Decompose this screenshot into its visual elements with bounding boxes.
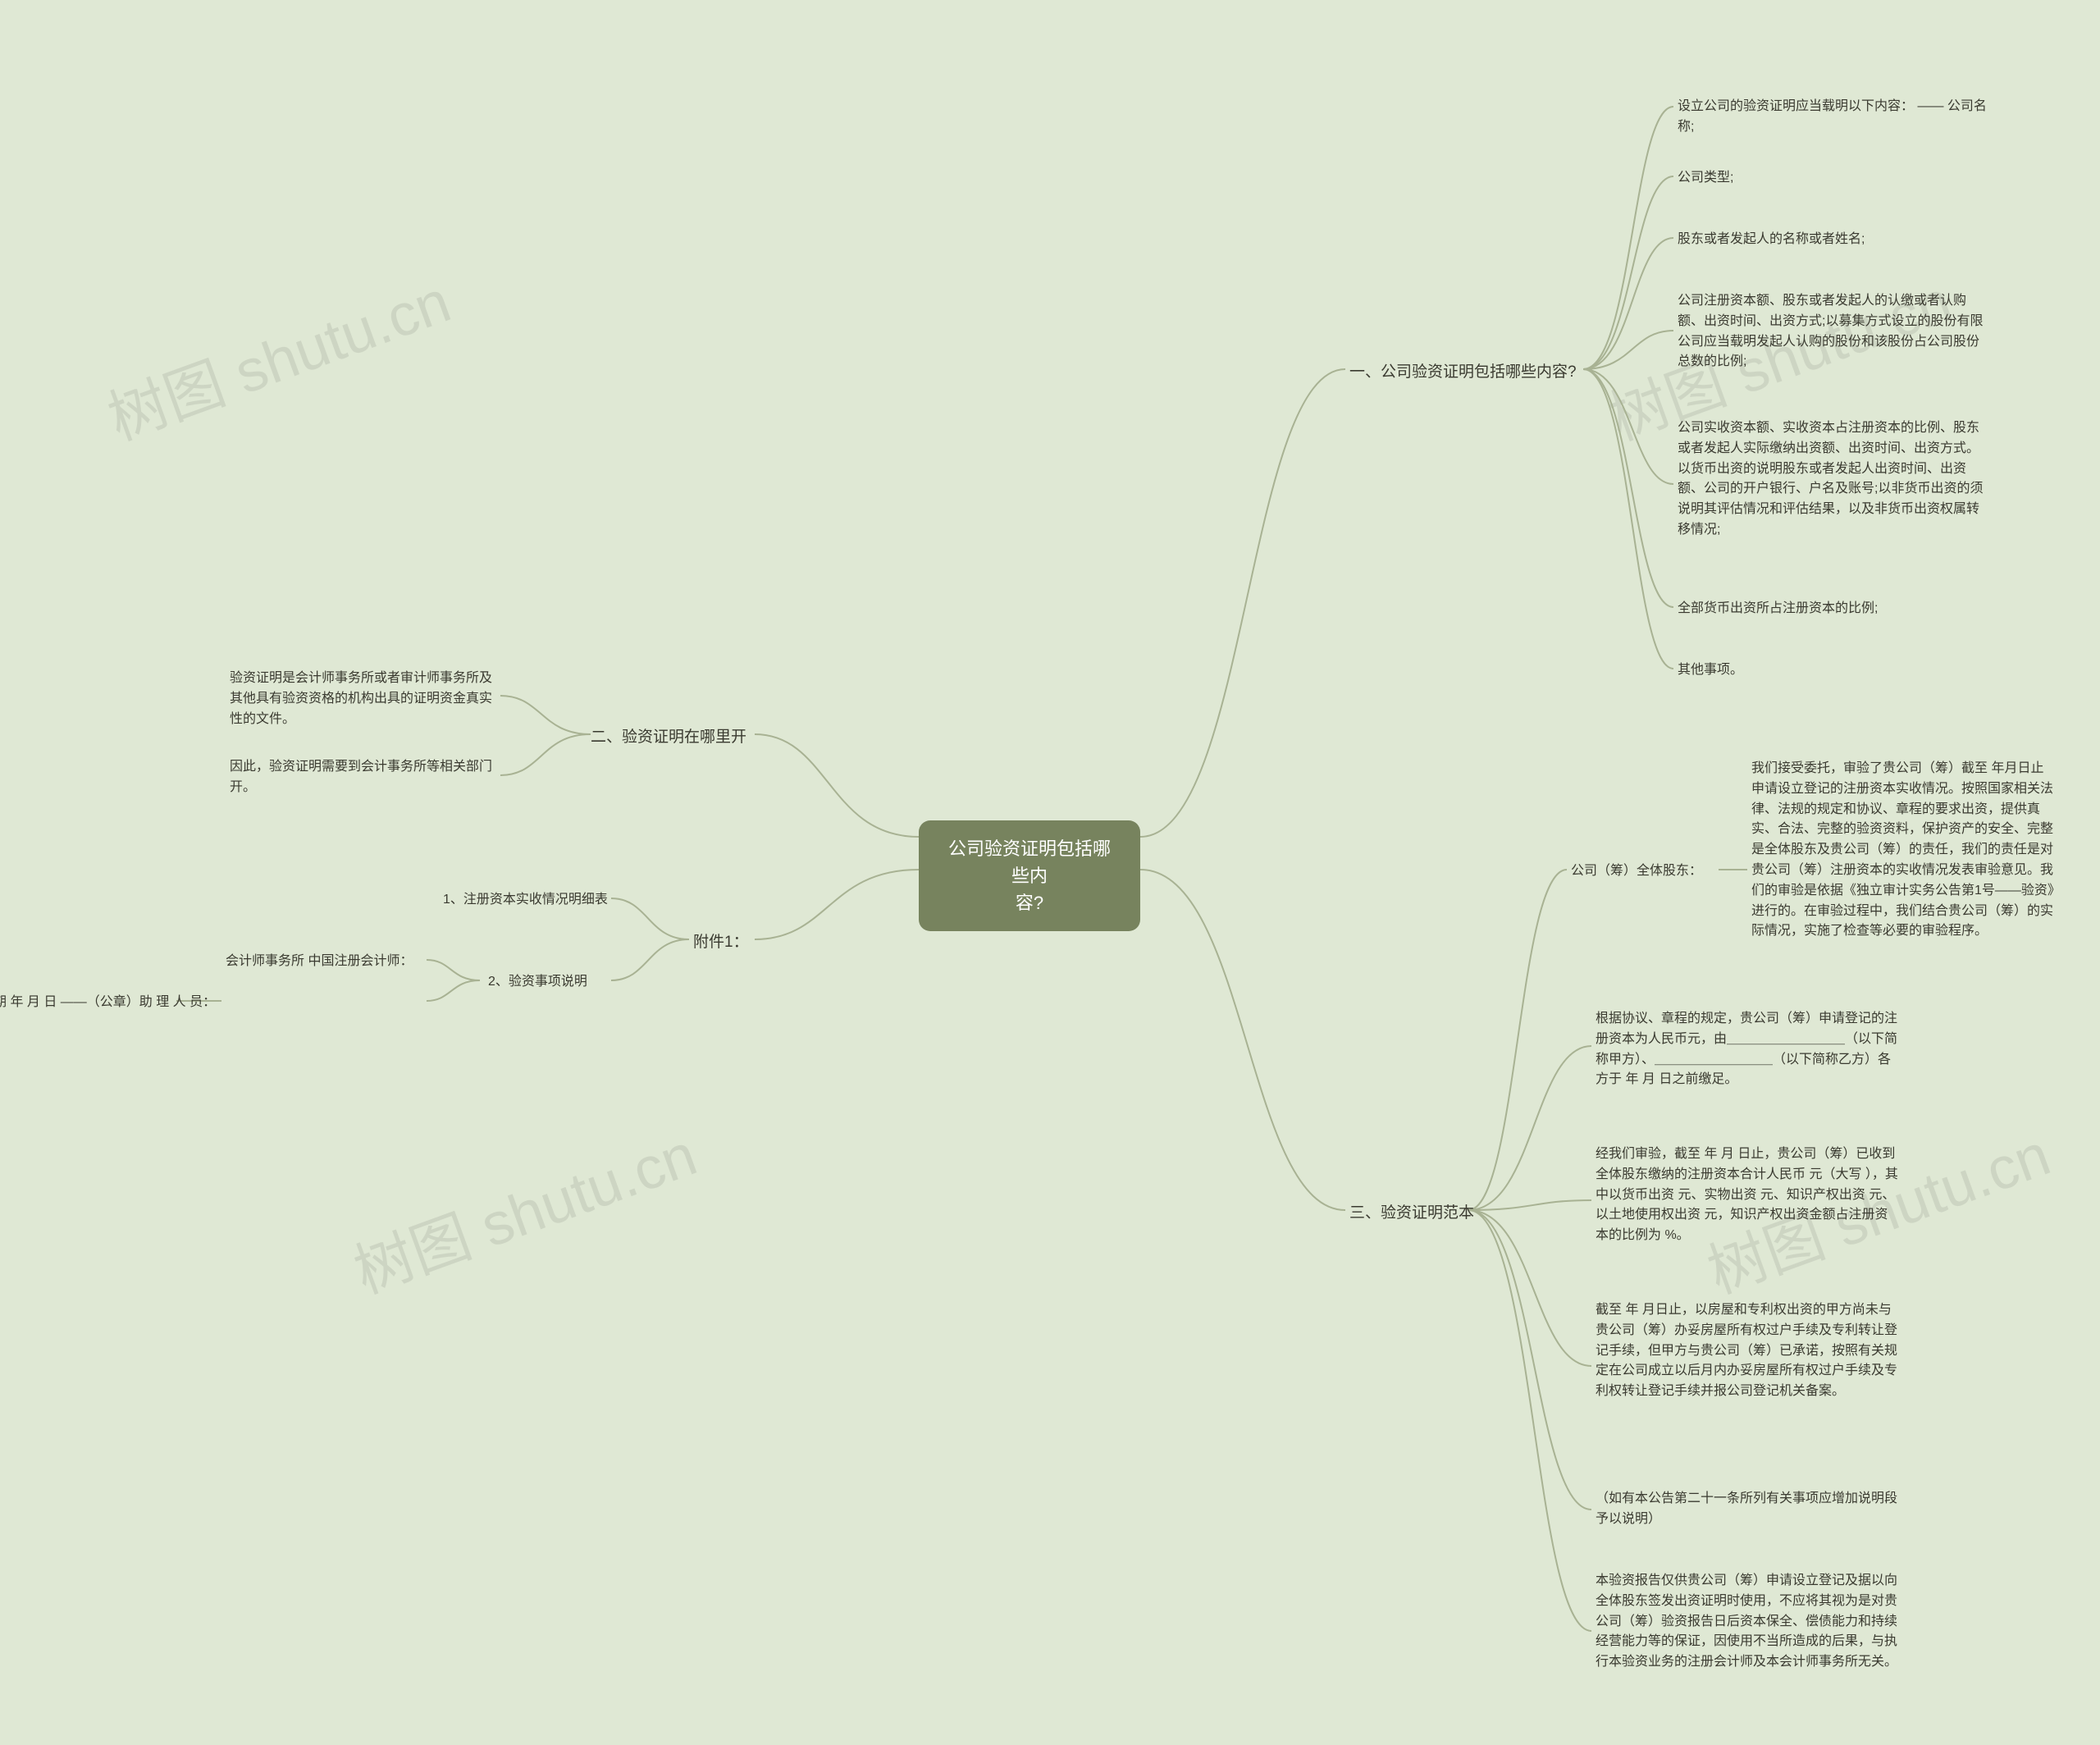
b3-leaf-5: （如有本公告第二十一条所列有关事项应增加说明段予以说明）: [1596, 1489, 1899, 1530]
b4-leaf-2-sub: 会计师事务所 中国注册会计师：: [226, 952, 413, 972]
b3-leaf-4: 截至 年 月日止，以房屋和专利权出资的甲方尚未与贵公司（筹）办妥房屋所有权过户手…: [1596, 1300, 1899, 1402]
b3-leaf-2: 根据协议、章程的规定，贵公司（筹）申请登记的注册资本为人民币元，由＿＿＿＿＿＿＿…: [1596, 1009, 1899, 1090]
b4-leaf-2: 2、验资事项说明: [488, 972, 587, 993]
b4-leaf-1: 1、注册资本实收情况明细表: [443, 890, 608, 911]
b1-leaf-6: 全部货币出资所占注册资本的比例;: [1678, 599, 1878, 619]
center-title-line2: 容?: [1016, 893, 1043, 913]
b1-leaf-7: 其他事项。: [1678, 660, 1743, 681]
watermark: 树图 shutu.cn: [94, 254, 460, 457]
center-node: 公司验资证明包括哪些内 容?: [919, 820, 1140, 931]
b1-leaf-1: 设立公司的验资证明应当载明以下内容： —— 公司名称;: [1678, 97, 1989, 138]
branch-4: 附件1：: [693, 930, 749, 952]
b1-leaf-5: 公司实收资本额、实收资本占注册资本的比例、股东或者发起人实际缴纳出资额、出资时间…: [1678, 418, 1989, 541]
branch-2: 二、验资证明在哪里开: [591, 724, 746, 747]
b2-leaf-2: 因此，验资证明需要到会计事务所等相关部门开。: [230, 757, 500, 798]
branch-3: 三、验资证明范本: [1349, 1200, 1474, 1222]
b1-leaf-3: 股东或者发起人的名称或者姓名;: [1678, 230, 1865, 250]
b2-leaf-1: 验资证明是会计师事务所或者审计师事务所及其他具有验资资格的机构出具的证明资金真实…: [230, 669, 500, 729]
b4-leaf-2-sub2: （地址）报告日期 年 月 日 ——（公章）助 理 人 员：: [0, 993, 213, 1013]
watermark: 树图 shutu.cn: [340, 1107, 706, 1310]
b3-leaf-6: 本验资报告仅供贵公司（筹）申请设立登记及据以向全体股东签发出资证明时使用，不应将…: [1596, 1571, 1899, 1673]
b3-leaf-1: 我们接受委托，审验了贵公司（筹）截至 年月日止申请设立登记的注册资本实收情况。按…: [1751, 759, 2055, 942]
center-title-line1: 公司验资证明包括哪些内: [948, 838, 1111, 886]
b3-leaf-3: 经我们审验，截至 年 月 日止，贵公司（筹）已收到全体股东缴纳的注册资本合计人民…: [1596, 1144, 1899, 1246]
b3-leaf-1-label: 公司（筹）全体股东：: [1571, 861, 1702, 882]
b1-leaf-4: 公司注册资本额、股东或者发起人的认缴或者认购额、出资时间、出资方式;以募集方式设…: [1678, 291, 1989, 372]
b1-leaf-2: 公司类型;: [1678, 168, 1733, 189]
branch-1: 一、公司验资证明包括哪些内容?: [1349, 359, 1577, 381]
